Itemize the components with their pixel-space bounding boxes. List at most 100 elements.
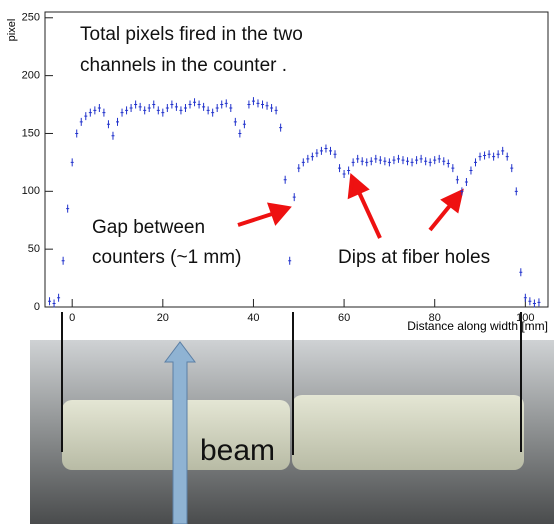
y-tick-label: 150 xyxy=(22,127,40,139)
data-point xyxy=(93,106,97,115)
data-point xyxy=(415,156,419,165)
data-point xyxy=(324,144,328,153)
x-tick-label: 100 xyxy=(516,312,534,324)
data-point xyxy=(134,100,138,109)
data-point xyxy=(523,293,527,302)
data-point xyxy=(360,157,364,166)
data-point xyxy=(70,158,74,167)
data-point xyxy=(319,146,323,155)
data-point xyxy=(392,156,396,165)
arrows xyxy=(237,173,464,239)
data-point xyxy=(183,104,187,113)
data-point xyxy=(351,158,355,167)
data-point xyxy=(442,157,446,166)
data-point xyxy=(333,150,337,159)
data-point xyxy=(396,154,400,163)
data-point xyxy=(220,100,224,109)
data-point xyxy=(61,256,65,265)
data-point xyxy=(464,178,468,187)
data-point xyxy=(116,117,120,126)
data-point xyxy=(147,104,151,113)
data-point xyxy=(288,256,292,265)
data-point xyxy=(356,154,360,163)
annotation: Gap between xyxy=(92,217,205,238)
data-point xyxy=(152,100,156,109)
x-tick-label: 40 xyxy=(247,312,259,324)
data-point xyxy=(505,152,509,161)
data-point xyxy=(338,164,342,173)
data-point xyxy=(156,106,160,115)
y-tick-label: 50 xyxy=(28,243,40,255)
data-point xyxy=(206,106,210,115)
data-point xyxy=(247,100,251,109)
x-axis-label: Distance along width [mm] xyxy=(407,319,548,333)
data-point xyxy=(215,104,219,113)
data-point xyxy=(369,157,373,166)
data-point xyxy=(347,166,351,175)
data-point xyxy=(501,146,505,155)
data-point xyxy=(97,104,101,113)
data-point xyxy=(315,149,319,158)
data-point xyxy=(261,100,265,109)
data-point xyxy=(188,100,192,109)
data-point xyxy=(532,299,536,308)
x-tick-label: 60 xyxy=(338,312,350,324)
data-point xyxy=(165,104,169,113)
data-point xyxy=(374,154,378,163)
data-point xyxy=(106,120,110,129)
data-point xyxy=(383,157,387,166)
data-point xyxy=(297,164,301,173)
beam-label: beam xyxy=(200,434,275,467)
data-point xyxy=(52,299,56,308)
data-point xyxy=(292,193,296,202)
data-point xyxy=(279,123,283,132)
data-point xyxy=(437,154,441,163)
data-point xyxy=(224,99,228,108)
data-point xyxy=(446,159,450,168)
data-point xyxy=(492,152,496,161)
data-point xyxy=(242,120,246,129)
data-point xyxy=(179,106,183,115)
data-point xyxy=(406,157,410,166)
annotation: Dips at fiber holes xyxy=(338,247,490,268)
data-point xyxy=(274,106,278,115)
data-point xyxy=(419,154,423,163)
data-point xyxy=(125,106,129,115)
title: Total pixels fired in the two xyxy=(80,24,303,45)
x-tick-label: 80 xyxy=(429,312,441,324)
data-point xyxy=(487,150,491,159)
data-point xyxy=(170,100,174,109)
data-point xyxy=(120,108,124,117)
data-point xyxy=(111,131,115,140)
data-point xyxy=(428,158,432,167)
data-point xyxy=(328,146,332,155)
data-point xyxy=(378,156,382,165)
plot-frame xyxy=(44,11,549,308)
data-point xyxy=(174,102,178,111)
data-point xyxy=(306,154,310,163)
data-point xyxy=(233,117,237,126)
data-point xyxy=(79,117,83,126)
data-point xyxy=(102,108,106,117)
data-point xyxy=(519,268,523,277)
data-point xyxy=(48,297,52,306)
data-point xyxy=(161,108,165,117)
x-tick-label: 0 xyxy=(69,312,75,324)
annotation: counters (~1 mm) xyxy=(92,247,241,268)
data-point xyxy=(193,98,197,107)
data-point xyxy=(473,158,477,167)
data-point xyxy=(455,175,459,184)
data-point xyxy=(57,293,61,302)
y-tick-label: 250 xyxy=(22,12,40,24)
data-point xyxy=(365,158,369,167)
data-point xyxy=(251,97,255,106)
data-point xyxy=(229,104,233,113)
data-point xyxy=(433,156,437,165)
x-tick-label: 20 xyxy=(157,312,169,324)
data-point xyxy=(342,169,346,178)
data-point xyxy=(478,152,482,161)
photo: beam xyxy=(30,312,554,524)
data-point xyxy=(66,204,70,213)
data-point xyxy=(424,157,428,166)
